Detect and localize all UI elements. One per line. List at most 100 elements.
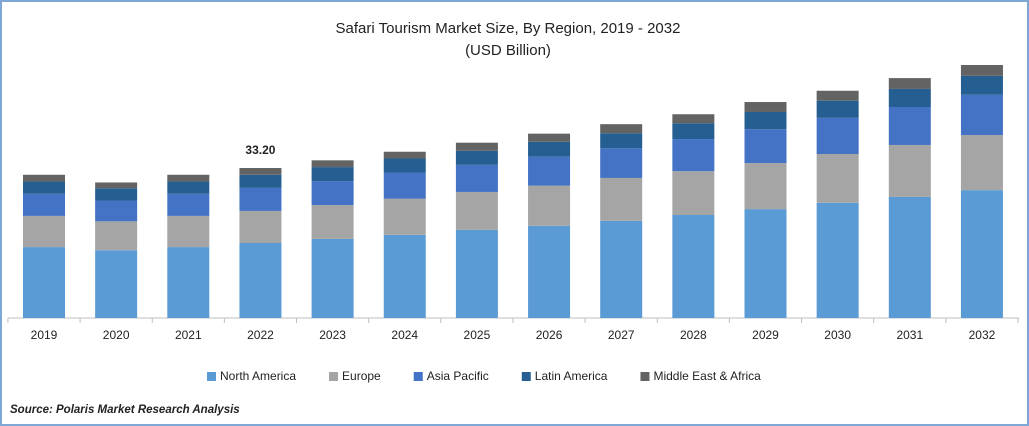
bar-segment	[888, 78, 931, 89]
bar-segment	[95, 200, 138, 222]
bar-segment	[167, 181, 210, 194]
bar-segment	[23, 174, 65, 182]
legend-label: Asia Pacific	[427, 369, 489, 383]
bar-segment	[95, 182, 138, 189]
bar-segment	[23, 181, 65, 194]
bar-segment	[672, 139, 715, 172]
x-tick-label: 2021	[175, 328, 202, 342]
bar-segment	[600, 220, 643, 318]
legend-swatch	[207, 372, 216, 381]
bar-segment	[528, 156, 571, 186]
legend-swatch	[640, 372, 650, 381]
bar-segment	[23, 215, 65, 248]
bar-segment	[455, 229, 498, 318]
bar-segment	[95, 188, 138, 201]
x-tick-label: 2029	[752, 328, 779, 342]
x-tick-label: 2019	[31, 328, 58, 342]
bar-segment	[23, 193, 65, 216]
x-tick-label: 2023	[319, 328, 346, 342]
x-tick-label: 2028	[680, 328, 707, 342]
x-tick-label: 2020	[103, 328, 130, 342]
bar-segment	[744, 209, 787, 318]
x-tick-label: 2030	[824, 328, 851, 342]
bar-segment	[816, 117, 859, 154]
source: Source: Polaris Market Research Analysis	[10, 404, 240, 416]
data-label: 33.20	[245, 143, 275, 157]
bar-segment	[95, 221, 138, 251]
bar-segment	[455, 142, 498, 151]
bar-segment	[744, 129, 787, 164]
bar-segment	[528, 185, 571, 226]
chart-subtitle: (USD Billion)	[465, 42, 551, 59]
bar-segment	[888, 144, 931, 197]
bar-segment	[311, 160, 354, 168]
bar-segment	[672, 114, 715, 124]
bar-segment	[816, 100, 859, 118]
bar-segment	[672, 123, 715, 140]
x-tick-label: 2032	[969, 328, 996, 342]
bar-segment	[383, 158, 426, 173]
bar-segment	[311, 181, 354, 206]
bar-segment	[455, 150, 498, 165]
bar-segment	[455, 191, 498, 230]
bar-segment	[744, 102, 787, 112]
bar-segment	[528, 225, 571, 318]
x-tick-label: 2024	[391, 328, 418, 342]
bar-segment	[960, 64, 1003, 76]
bar-segment	[311, 167, 354, 182]
bar-segment	[455, 164, 498, 192]
bar-segment	[95, 250, 138, 318]
bar-segment	[960, 94, 1003, 136]
bar-segment	[23, 247, 65, 318]
bar-segment	[888, 196, 931, 318]
bar-segment	[383, 151, 426, 159]
x-tick-label: 2027	[608, 328, 635, 342]
bar-segment	[239, 174, 282, 188]
bar-segment	[383, 198, 426, 235]
bar-segment	[239, 210, 282, 244]
bar-segment	[383, 172, 426, 199]
bar-segment	[816, 153, 859, 203]
bar-segment	[239, 168, 282, 175]
bar-segment	[960, 135, 1003, 191]
bar-segment	[744, 111, 787, 130]
bar-segment	[600, 133, 643, 149]
bar-segment	[960, 190, 1003, 318]
bar-segment	[528, 133, 571, 142]
bar-segment	[239, 187, 282, 211]
legend-label: North America	[220, 369, 296, 383]
bar-segment	[600, 148, 643, 178]
bar-segment	[744, 163, 787, 210]
x-tick-label: 2031	[896, 328, 923, 342]
legend-swatch	[521, 372, 531, 381]
bar-segment	[311, 205, 354, 239]
bar-segment	[311, 238, 354, 318]
x-tick-label: 2026	[536, 328, 563, 342]
bar-segment	[600, 124, 643, 134]
legend-swatch	[329, 372, 339, 381]
bar-segment	[167, 174, 210, 182]
bar-segment	[816, 202, 859, 318]
bar-segment	[960, 75, 1003, 95]
legend-swatch	[413, 372, 423, 381]
bar-segment	[672, 171, 715, 215]
bar-segment	[672, 214, 715, 318]
chart-title: Safari Tourism Market Size, By Region, 2…	[336, 20, 681, 37]
bar-segment	[816, 90, 859, 101]
legend-label: Latin America	[535, 369, 608, 383]
bar-segment	[600, 177, 643, 221]
bar-segment	[888, 107, 931, 145]
x-tick-label: 2025	[464, 328, 491, 342]
bar-segment	[167, 215, 210, 248]
bar-segment	[167, 193, 210, 216]
bar-segment	[167, 247, 210, 318]
legend-label: Middle East & Africa	[653, 369, 761, 383]
bar-segment	[383, 234, 426, 318]
legend-label: Europe	[342, 369, 381, 383]
bar-segment	[528, 141, 571, 157]
bar-segment	[239, 243, 282, 318]
bar-segment	[888, 88, 931, 108]
x-tick-label: 2022	[247, 328, 274, 342]
